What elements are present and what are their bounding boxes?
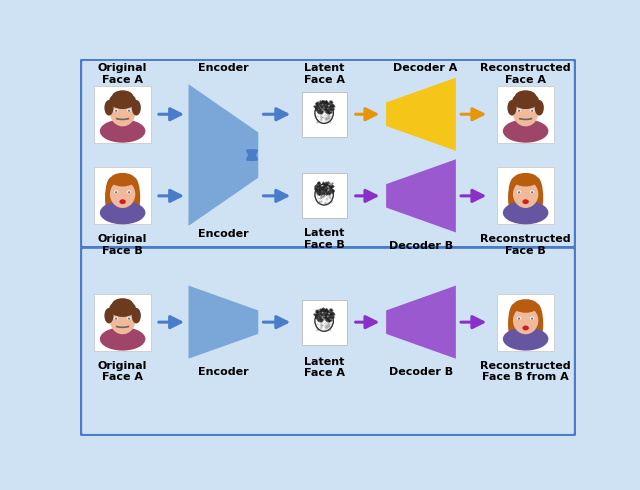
Ellipse shape <box>315 311 333 331</box>
Ellipse shape <box>315 184 333 205</box>
Ellipse shape <box>100 201 145 224</box>
Ellipse shape <box>100 120 145 143</box>
Ellipse shape <box>515 90 536 102</box>
Polygon shape <box>189 84 259 226</box>
Ellipse shape <box>115 191 117 194</box>
FancyBboxPatch shape <box>94 294 151 351</box>
Ellipse shape <box>128 191 131 194</box>
Ellipse shape <box>518 318 520 319</box>
Text: Decoder B: Decoder B <box>389 241 453 250</box>
Text: Decoder B: Decoder B <box>389 367 453 377</box>
Ellipse shape <box>110 307 135 334</box>
Polygon shape <box>386 159 456 232</box>
Ellipse shape <box>530 317 534 320</box>
Ellipse shape <box>531 110 533 112</box>
Text: Encoder: Encoder <box>198 229 249 239</box>
Ellipse shape <box>105 177 117 218</box>
Text: Encoder: Encoder <box>198 367 249 377</box>
Ellipse shape <box>110 180 135 208</box>
Ellipse shape <box>128 318 131 319</box>
FancyBboxPatch shape <box>301 173 347 218</box>
FancyBboxPatch shape <box>301 92 347 137</box>
Ellipse shape <box>513 307 538 334</box>
Ellipse shape <box>517 317 521 320</box>
Ellipse shape <box>522 325 529 330</box>
FancyBboxPatch shape <box>94 168 151 224</box>
Ellipse shape <box>518 191 520 194</box>
FancyBboxPatch shape <box>81 247 575 435</box>
FancyBboxPatch shape <box>301 300 347 344</box>
Text: Reconstructed
Face A: Reconstructed Face A <box>480 63 571 85</box>
Ellipse shape <box>512 92 539 109</box>
Text: Original
Face A: Original Face A <box>98 361 147 382</box>
Text: Reconstructed
Face B from A: Reconstructed Face B from A <box>480 361 571 382</box>
Ellipse shape <box>132 308 141 323</box>
Polygon shape <box>386 77 456 151</box>
Ellipse shape <box>503 120 548 143</box>
Ellipse shape <box>114 109 118 112</box>
Text: Decoder A: Decoder A <box>393 63 457 74</box>
Ellipse shape <box>127 317 131 320</box>
Ellipse shape <box>513 180 538 208</box>
Ellipse shape <box>315 102 333 123</box>
Polygon shape <box>386 286 456 359</box>
Ellipse shape <box>513 99 538 126</box>
Ellipse shape <box>517 109 521 112</box>
Ellipse shape <box>508 177 520 218</box>
Ellipse shape <box>115 110 117 112</box>
Ellipse shape <box>503 201 548 224</box>
Ellipse shape <box>100 327 145 351</box>
Ellipse shape <box>127 109 131 112</box>
Ellipse shape <box>114 317 118 320</box>
Ellipse shape <box>110 173 135 187</box>
Ellipse shape <box>531 191 533 194</box>
Text: Latent
Face B: Latent Face B <box>304 228 344 250</box>
Text: Latent
Face A: Latent Face A <box>303 357 344 378</box>
Ellipse shape <box>112 90 133 102</box>
FancyBboxPatch shape <box>497 168 554 224</box>
Ellipse shape <box>530 109 534 112</box>
Ellipse shape <box>110 99 135 126</box>
Ellipse shape <box>522 199 529 204</box>
Ellipse shape <box>109 92 136 109</box>
Ellipse shape <box>128 177 140 218</box>
Ellipse shape <box>114 190 118 194</box>
Ellipse shape <box>508 100 516 116</box>
Ellipse shape <box>132 100 141 116</box>
Ellipse shape <box>513 173 538 187</box>
Ellipse shape <box>531 177 543 218</box>
FancyBboxPatch shape <box>94 86 151 143</box>
Ellipse shape <box>109 300 136 317</box>
Text: Reconstructed
Face B: Reconstructed Face B <box>480 234 571 256</box>
Ellipse shape <box>115 318 117 319</box>
Text: Original
Face B: Original Face B <box>98 234 147 256</box>
Text: Encoder: Encoder <box>198 63 249 74</box>
Ellipse shape <box>127 190 131 194</box>
Ellipse shape <box>517 190 521 194</box>
Ellipse shape <box>120 199 126 204</box>
Ellipse shape <box>531 318 533 319</box>
Ellipse shape <box>508 303 520 344</box>
Ellipse shape <box>518 110 520 112</box>
Ellipse shape <box>104 100 113 116</box>
Ellipse shape <box>535 100 544 116</box>
Ellipse shape <box>128 110 131 112</box>
Ellipse shape <box>104 308 113 323</box>
FancyBboxPatch shape <box>81 60 575 247</box>
Text: Original
Face A: Original Face A <box>98 63 147 85</box>
Ellipse shape <box>513 299 538 313</box>
Ellipse shape <box>531 303 543 344</box>
Ellipse shape <box>503 327 548 351</box>
Text: Latent
Face A: Latent Face A <box>303 63 344 85</box>
FancyBboxPatch shape <box>497 294 554 351</box>
Ellipse shape <box>530 190 534 194</box>
Ellipse shape <box>112 298 133 311</box>
FancyBboxPatch shape <box>497 86 554 143</box>
Polygon shape <box>189 286 259 359</box>
